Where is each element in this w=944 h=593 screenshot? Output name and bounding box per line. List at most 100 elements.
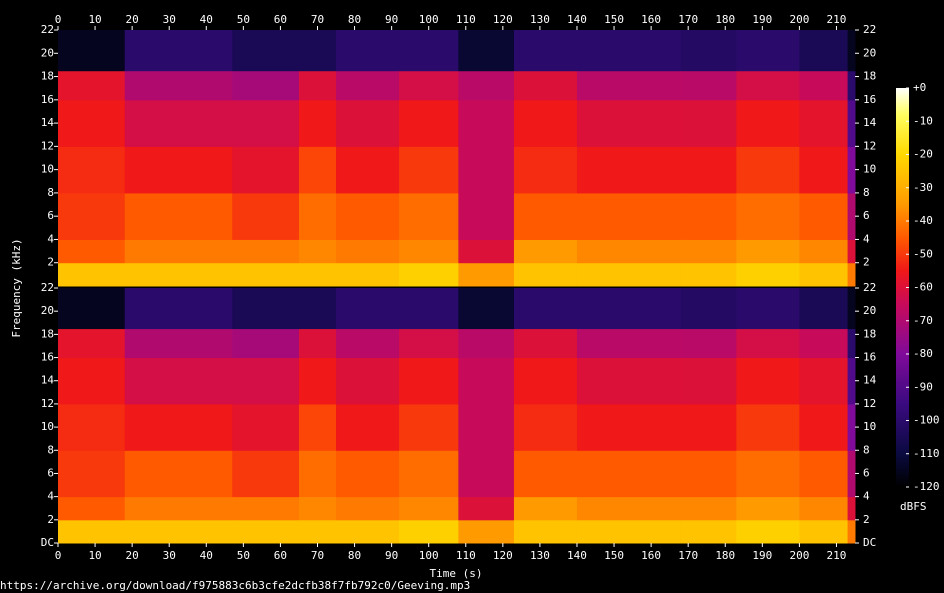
spectrogram-cell [336,288,400,330]
y-tick-label: 16 [863,351,876,364]
spectrogram-cell [232,496,300,521]
spectrogram-cell [576,192,682,240]
x-tick-label: 20 [126,13,139,26]
y-tick-label: 4 [863,232,870,245]
x-tick-label: 210 [827,13,847,26]
spectrogram-cell [799,30,849,72]
spectrogram-cell [576,403,682,451]
x-tick-label: 90 [385,549,398,562]
x-tick-label: 160 [641,549,661,562]
x-tick-label: 10 [88,13,101,26]
spectrogram-cell [399,192,459,240]
spectrogram-cell [576,450,682,498]
spectrogram-cell [58,30,126,72]
spectrogram-cell [232,357,300,405]
spectrogram-cell [680,450,737,498]
spectrogram-cell [458,192,515,240]
spectrogram-cell [336,403,400,451]
x-tick-label: 80 [348,549,361,562]
spectrogram-cell [680,146,737,194]
spectrogram-cell [799,146,849,194]
y-tick-label: 2 [47,513,54,526]
spectrogram-cell [513,403,578,451]
spectrogram-cell [847,146,856,194]
y-tick-label: 14 [41,374,55,387]
spectrogram-cell [458,357,515,405]
x-tick-label: 160 [641,13,661,26]
y-tick-label: 8 [863,186,870,199]
y-tick-label: 16 [41,351,54,364]
spectrogram-cell [799,519,849,544]
spectrogram-cell [513,30,578,72]
y-tick-label: 10 [41,420,54,433]
spectrogram-cell [680,288,737,330]
spectrogram-cell [458,288,515,330]
spectrogram-cell [799,239,849,264]
spectrogram-cell [58,450,126,498]
spectrogram-cell [232,262,300,287]
spectrogram-cell [399,262,459,287]
spectrogram-cell [736,496,800,521]
spectrogram-cell [124,239,233,264]
y-tick-label: 6 [47,209,54,222]
spectrogram-cell [232,450,300,498]
spectrogram-cell [232,70,300,101]
y-axis-label: Frequency (kHz) [10,238,23,337]
spectrogram-cell [576,496,682,521]
spectrogram-cell [576,239,682,264]
spectrogram-cell [298,496,337,521]
spectrogram-cell [513,239,578,264]
spectrogram-cell [799,403,849,451]
spectrogram-cell [513,519,578,544]
spectrogram-cell [58,146,126,194]
spectrogram-cell [232,99,300,147]
spectrogram-cell [336,496,400,521]
spectrogram-cell [513,328,578,359]
spectrogram-cell [58,192,126,240]
spectrogram-cell [799,496,849,521]
spectrogram-cell [298,70,337,101]
colorbar-tick-label: -50 [913,247,933,260]
spectrogram-cell [847,450,856,498]
spectrogram-cell [458,30,515,72]
x-tick-label: 190 [752,549,772,562]
spectrogram-cell [799,192,849,240]
spectrogram-cell [680,328,737,359]
spectrogram-cell [513,192,578,240]
spectrogram-cell [458,99,515,147]
y-tick-label: 2 [47,256,54,269]
spectrogram-cell [232,288,300,330]
spectrogram-cell [336,328,400,359]
spectrogram-cell [847,30,856,72]
colorbar-tick-label: -10 [913,114,933,127]
spectrogram-cell [513,357,578,405]
spectrogram-cell [298,357,337,405]
spectrogram-cell [847,496,856,521]
y-tick-label: 14 [41,116,55,129]
spectrogram-cell [399,146,459,194]
spectrogram-cell [124,146,233,194]
spectrogram-cell [513,288,578,330]
colorbar-tick-label: -80 [913,347,933,360]
spectrogram-cell [847,192,856,240]
x-tick-label: 0 [55,13,62,26]
spectrogram-cell [124,328,233,359]
spectrogram-cell [298,30,337,72]
colorbar-tick-label: +0 [913,81,926,94]
spectrogram-cell [336,450,400,498]
spectrogram-cell [680,262,737,287]
spectrogram-cell [736,519,800,544]
spectrogram-cell [680,239,737,264]
x-tick-label: 100 [419,13,439,26]
spectrogram-cell [124,30,233,72]
x-tick-label: 120 [493,549,513,562]
y-tick-label: 14 [863,116,877,129]
spectrogram-cell [458,519,515,544]
y-tick-label: 18 [863,327,876,340]
x-tick-label: 150 [604,549,624,562]
y-tick-label: DC [41,536,54,549]
y-tick-label: 12 [863,397,876,410]
y-tick-label: 2 [863,256,870,269]
spectrogram-cell [58,99,126,147]
spectrogram-cell [336,262,400,287]
